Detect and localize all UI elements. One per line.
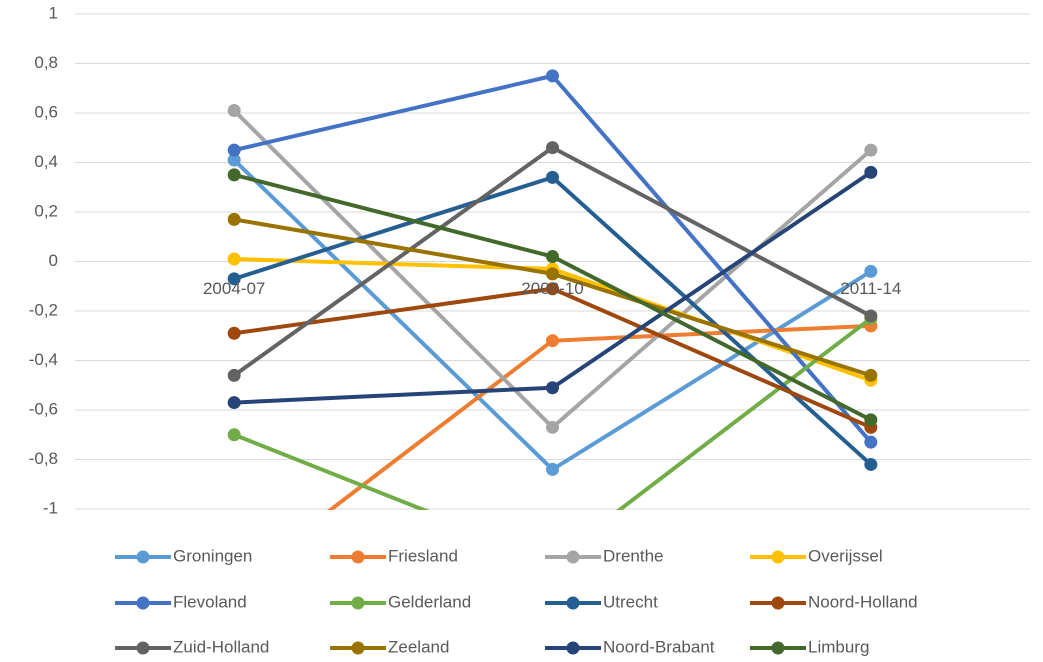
legend-marker	[566, 641, 580, 655]
legend-marker	[771, 550, 785, 564]
series-line	[233, 286, 872, 430]
data-point	[546, 267, 559, 281]
data-point	[227, 252, 241, 266]
legend-marker	[351, 550, 365, 564]
data-point	[228, 577, 241, 590]
y-tick-label: -0,4	[29, 350, 58, 369]
legend-marker	[566, 596, 580, 610]
data-point	[864, 413, 878, 427]
legend-marker	[136, 641, 150, 655]
legend-label: Gelderland	[388, 592, 471, 611]
y-tick-label: 0,4	[34, 152, 58, 171]
legend-marker	[566, 550, 580, 564]
plot-area	[227, 69, 878, 590]
y-tick-label: 0,6	[34, 102, 58, 121]
data-point	[864, 264, 878, 278]
y-tick-label: 1	[49, 3, 58, 22]
data-point	[227, 428, 241, 442]
legend-label: Utrecht	[603, 592, 658, 611]
data-point	[227, 143, 241, 157]
data-point	[864, 457, 878, 471]
data-point	[546, 141, 559, 155]
legend-label: Zuid-Holland	[173, 637, 269, 656]
y-tick-label: -0,8	[29, 449, 58, 468]
legend-label: Limburg	[808, 637, 869, 656]
x-tick-label: 2011-14	[840, 279, 901, 298]
data-point	[227, 104, 241, 118]
data-point	[227, 326, 241, 340]
y-tick-label: -0,2	[29, 300, 58, 319]
y-tick-label: -1	[43, 498, 58, 517]
legend-label: Noord-Holland	[808, 592, 918, 611]
x-tick-label: 2008-10	[521, 279, 583, 298]
data-point	[864, 165, 878, 179]
x-tick-label: 2004-07	[203, 279, 265, 298]
data-point	[227, 396, 241, 410]
data-point	[864, 435, 878, 449]
legend-label: Friesland	[388, 546, 458, 565]
data-point	[546, 381, 559, 395]
legend: Groningen Friesland Drenthe Overijssel Flevo…	[115, 546, 918, 656]
legend-marker	[351, 641, 365, 655]
legend-marker	[771, 641, 785, 655]
data-point	[227, 168, 241, 182]
data-point	[546, 282, 559, 296]
legend-label: Drenthe	[603, 546, 663, 565]
labels: -1 -0,8 -0,6 -0,4 -0,2 0 0,2 0,4 0,6 0,8 1 2004-07 2…	[29, 3, 902, 517]
legend-label: Overijssel	[808, 546, 883, 565]
legend-marker	[771, 596, 785, 610]
legend-label: Noord-Brabant	[603, 637, 715, 656]
data-point	[864, 309, 878, 323]
legend-marker	[136, 550, 150, 564]
legend-marker	[136, 596, 150, 610]
data-point	[546, 334, 559, 348]
data-point	[864, 143, 878, 157]
series-line	[327, 323, 871, 510]
data-point	[546, 420, 559, 434]
legend-label: Zeeland	[388, 637, 449, 656]
data-point	[546, 462, 559, 476]
y-tick-label: 0	[49, 251, 58, 270]
data-point	[546, 170, 559, 184]
data-point	[546, 69, 559, 83]
data-point	[227, 368, 241, 382]
y-tick-label: 0,2	[34, 201, 58, 220]
data-point	[227, 272, 241, 286]
data-point	[227, 212, 241, 226]
legend-label: Groningen	[173, 546, 252, 565]
series-line	[233, 316, 873, 510]
legend-label: Flevoland	[173, 592, 247, 611]
data-point	[227, 153, 241, 167]
legend-marker	[351, 596, 365, 610]
data-point	[546, 250, 559, 264]
data-point	[864, 368, 878, 382]
y-tick-label: -0,6	[29, 399, 58, 418]
y-tick-label: 0,8	[34, 53, 58, 72]
